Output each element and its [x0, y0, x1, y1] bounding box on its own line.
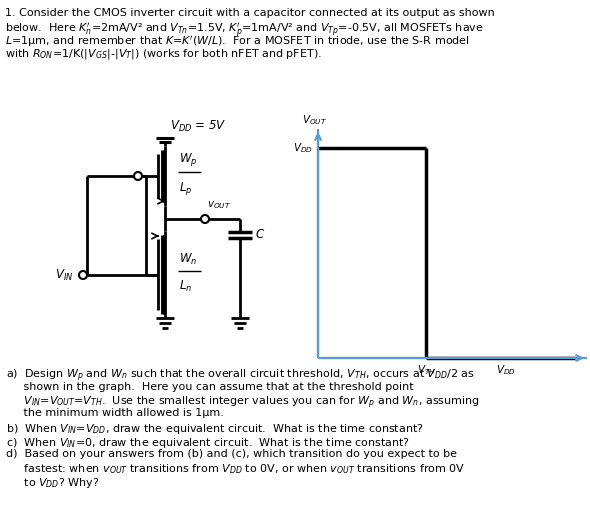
Text: $V_{TH}$: $V_{TH}$: [417, 363, 435, 377]
Text: shown in the graph.  Here you can assume that at the threshold point: shown in the graph. Here you can assume …: [6, 381, 414, 391]
Circle shape: [201, 215, 209, 223]
Text: $V_{IN}$=$V_{OUT}$=$V_{TH}$.  Use the smallest integer values you can for $W_p$ : $V_{IN}$=$V_{OUT}$=$V_{TH}$. Use the sma…: [6, 395, 480, 411]
Text: d)  Based on your answers from (b) and (c), which transition do you expect to be: d) Based on your answers from (b) and (c…: [6, 449, 457, 459]
Text: a)  Design $W_p$ and $W_n$ such that the overall circuit threshold, $V_{TH}$, oc: a) Design $W_p$ and $W_n$ such that the …: [6, 368, 475, 385]
Text: below.  Here $K_n'$=2mA/V² and $V_{Tn}$=1.5V, $K_p'$=1mA/V² and $V_{Tp}$=-0.5V, : below. Here $K_n'$=2mA/V² and $V_{Tn}$=1…: [5, 21, 484, 39]
Text: c)  When $V_{IN}$=0, draw the equivalent circuit.  What is the time constant?: c) When $V_{IN}$=0, draw the equivalent …: [6, 436, 410, 450]
Text: to $V_{DD}$? Why?: to $V_{DD}$? Why?: [6, 476, 100, 490]
Circle shape: [79, 271, 87, 279]
Text: with $R_{ON}$=1/K(|$V_{GS}$|-|$V_T$|) (works for both nFET and pFET).: with $R_{ON}$=1/K(|$V_{GS}$|-|$V_T$|) (w…: [5, 47, 322, 61]
Text: $L$=1μm, and remember that $K$=$K'$($W$/$L$).  For a MOSFET in triode, use the S: $L$=1μm, and remember that $K$=$K'$($W$/…: [5, 34, 470, 49]
Text: $v_{OUT}$: $v_{OUT}$: [207, 199, 231, 211]
Text: the minimum width allowed is 1μm.: the minimum width allowed is 1μm.: [6, 409, 224, 419]
Text: fastest: when $v_{OUT}$ transitions from $V_{DD}$ to 0V, or when $v_{OUT}$ trans: fastest: when $v_{OUT}$ transitions from…: [6, 462, 466, 477]
Circle shape: [134, 172, 142, 180]
Text: $L_p$: $L_p$: [179, 180, 192, 197]
Text: $W_p$: $W_p$: [179, 151, 198, 168]
Text: 1. Consider the CMOS inverter circuit with a capacitor connected at its output a: 1. Consider the CMOS inverter circuit wi…: [5, 8, 495, 18]
Text: $V_{DD}$: $V_{DD}$: [293, 141, 313, 155]
Text: $V_{IN}$: $V_{IN}$: [55, 267, 73, 282]
Text: $V_{DD}$: $V_{DD}$: [496, 363, 516, 377]
Text: b)  When $V_{IN}$=$V_{DD}$, draw the equivalent circuit.  What is the time const: b) When $V_{IN}$=$V_{DD}$, draw the equi…: [6, 422, 424, 436]
Text: $V_{OUT}$: $V_{OUT}$: [303, 113, 327, 127]
Text: $V_{DD}$ = 5V: $V_{DD}$ = 5V: [170, 119, 227, 134]
Text: $W_n$: $W_n$: [179, 252, 197, 267]
Text: C: C: [255, 228, 263, 241]
Text: $L_n$: $L_n$: [179, 279, 192, 294]
